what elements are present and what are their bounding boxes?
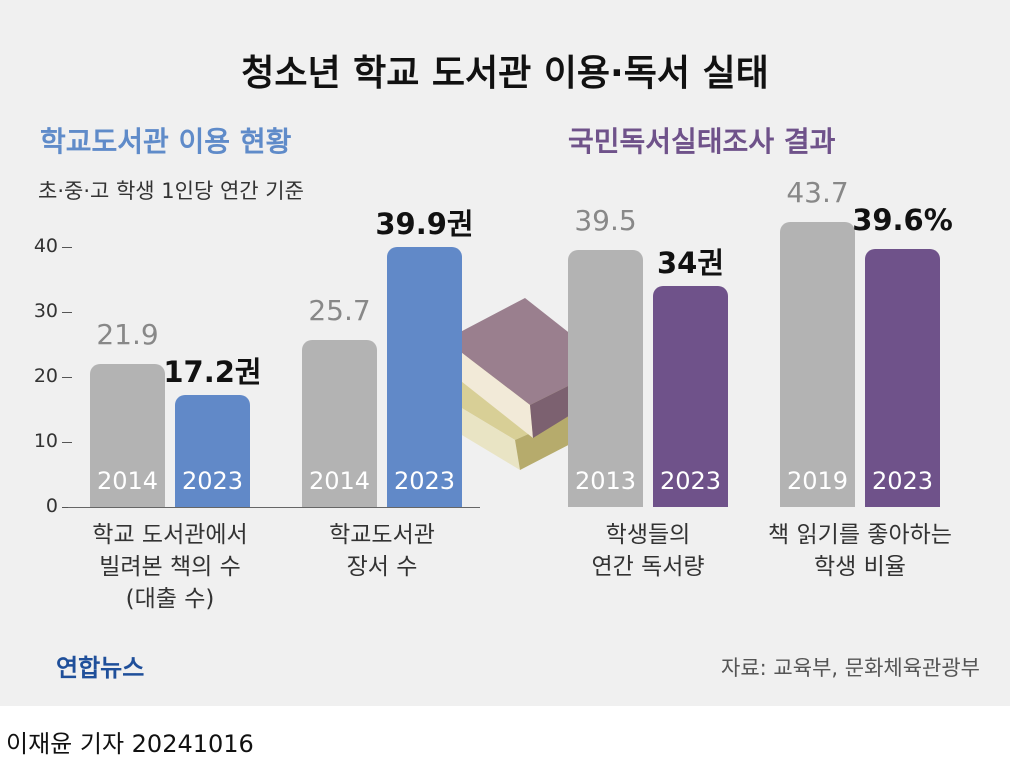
tick-mark [62, 507, 72, 508]
source: 자료: 교육부, 문화체육관광부 [721, 656, 980, 680]
title: 청소년 학교 도서관 이용·독서 실태 [241, 53, 769, 94]
value-label: 25.7 [308, 293, 371, 327]
tick-mark [62, 246, 72, 248]
bar [865, 249, 940, 507]
bar [90, 364, 165, 507]
tick-mark [62, 311, 72, 313]
value-label: 39.6% [852, 203, 953, 238]
logo: 연합뉴스 [56, 654, 145, 682]
bar [302, 339, 377, 507]
y-tick-label: 40 [33, 234, 58, 257]
bar-year: 2014 [308, 467, 371, 495]
bar-year: 2023 [181, 467, 244, 495]
bar-year: 2014 [96, 467, 159, 495]
bar [780, 222, 855, 507]
y-tick-label: 10 [33, 429, 58, 452]
category-label: 책 읽기를 좋아하는 학생 비율 [768, 522, 952, 580]
y-tick-label: 20 [33, 364, 58, 387]
value-label: 34권 [656, 245, 725, 280]
bar [653, 285, 728, 507]
panel-title: 학교도서관 이용 현황 [40, 125, 292, 158]
bar-year: 2013 [574, 467, 637, 495]
y-tick-label: 30 [33, 299, 58, 322]
bar [387, 247, 462, 507]
value-label: 17.2권 [163, 355, 262, 389]
panel-title: 국민독서실태조사 결과 [568, 125, 836, 158]
value-label: 39.9권 [375, 207, 474, 242]
value-label: 39.5 [574, 203, 637, 237]
panel-note: 초·중·고 학생 1인당 연간 기준 [38, 179, 304, 203]
y-tick-label: 0 [45, 495, 58, 517]
category-label: 학교 도서관에서 빌려본 책의 수 (대출 수) [92, 522, 248, 612]
category-label: 학교도서관 장서 수 [329, 522, 435, 580]
axis-line [68, 507, 480, 508]
bar-year: 2023 [871, 467, 934, 495]
byline: 이재윤 기자 20241016 [6, 730, 254, 758]
tick-mark [62, 441, 72, 443]
tick-mark [62, 376, 72, 378]
bar [175, 395, 250, 507]
category-label: 학생들의 연간 독서량 [591, 522, 705, 580]
bar-year: 2023 [393, 467, 456, 495]
value-label: 21.9 [96, 318, 159, 352]
bar-year: 2023 [659, 467, 722, 495]
bar [568, 249, 643, 507]
value-label: 43.7 [786, 176, 849, 210]
bar-year: 2019 [786, 467, 849, 495]
